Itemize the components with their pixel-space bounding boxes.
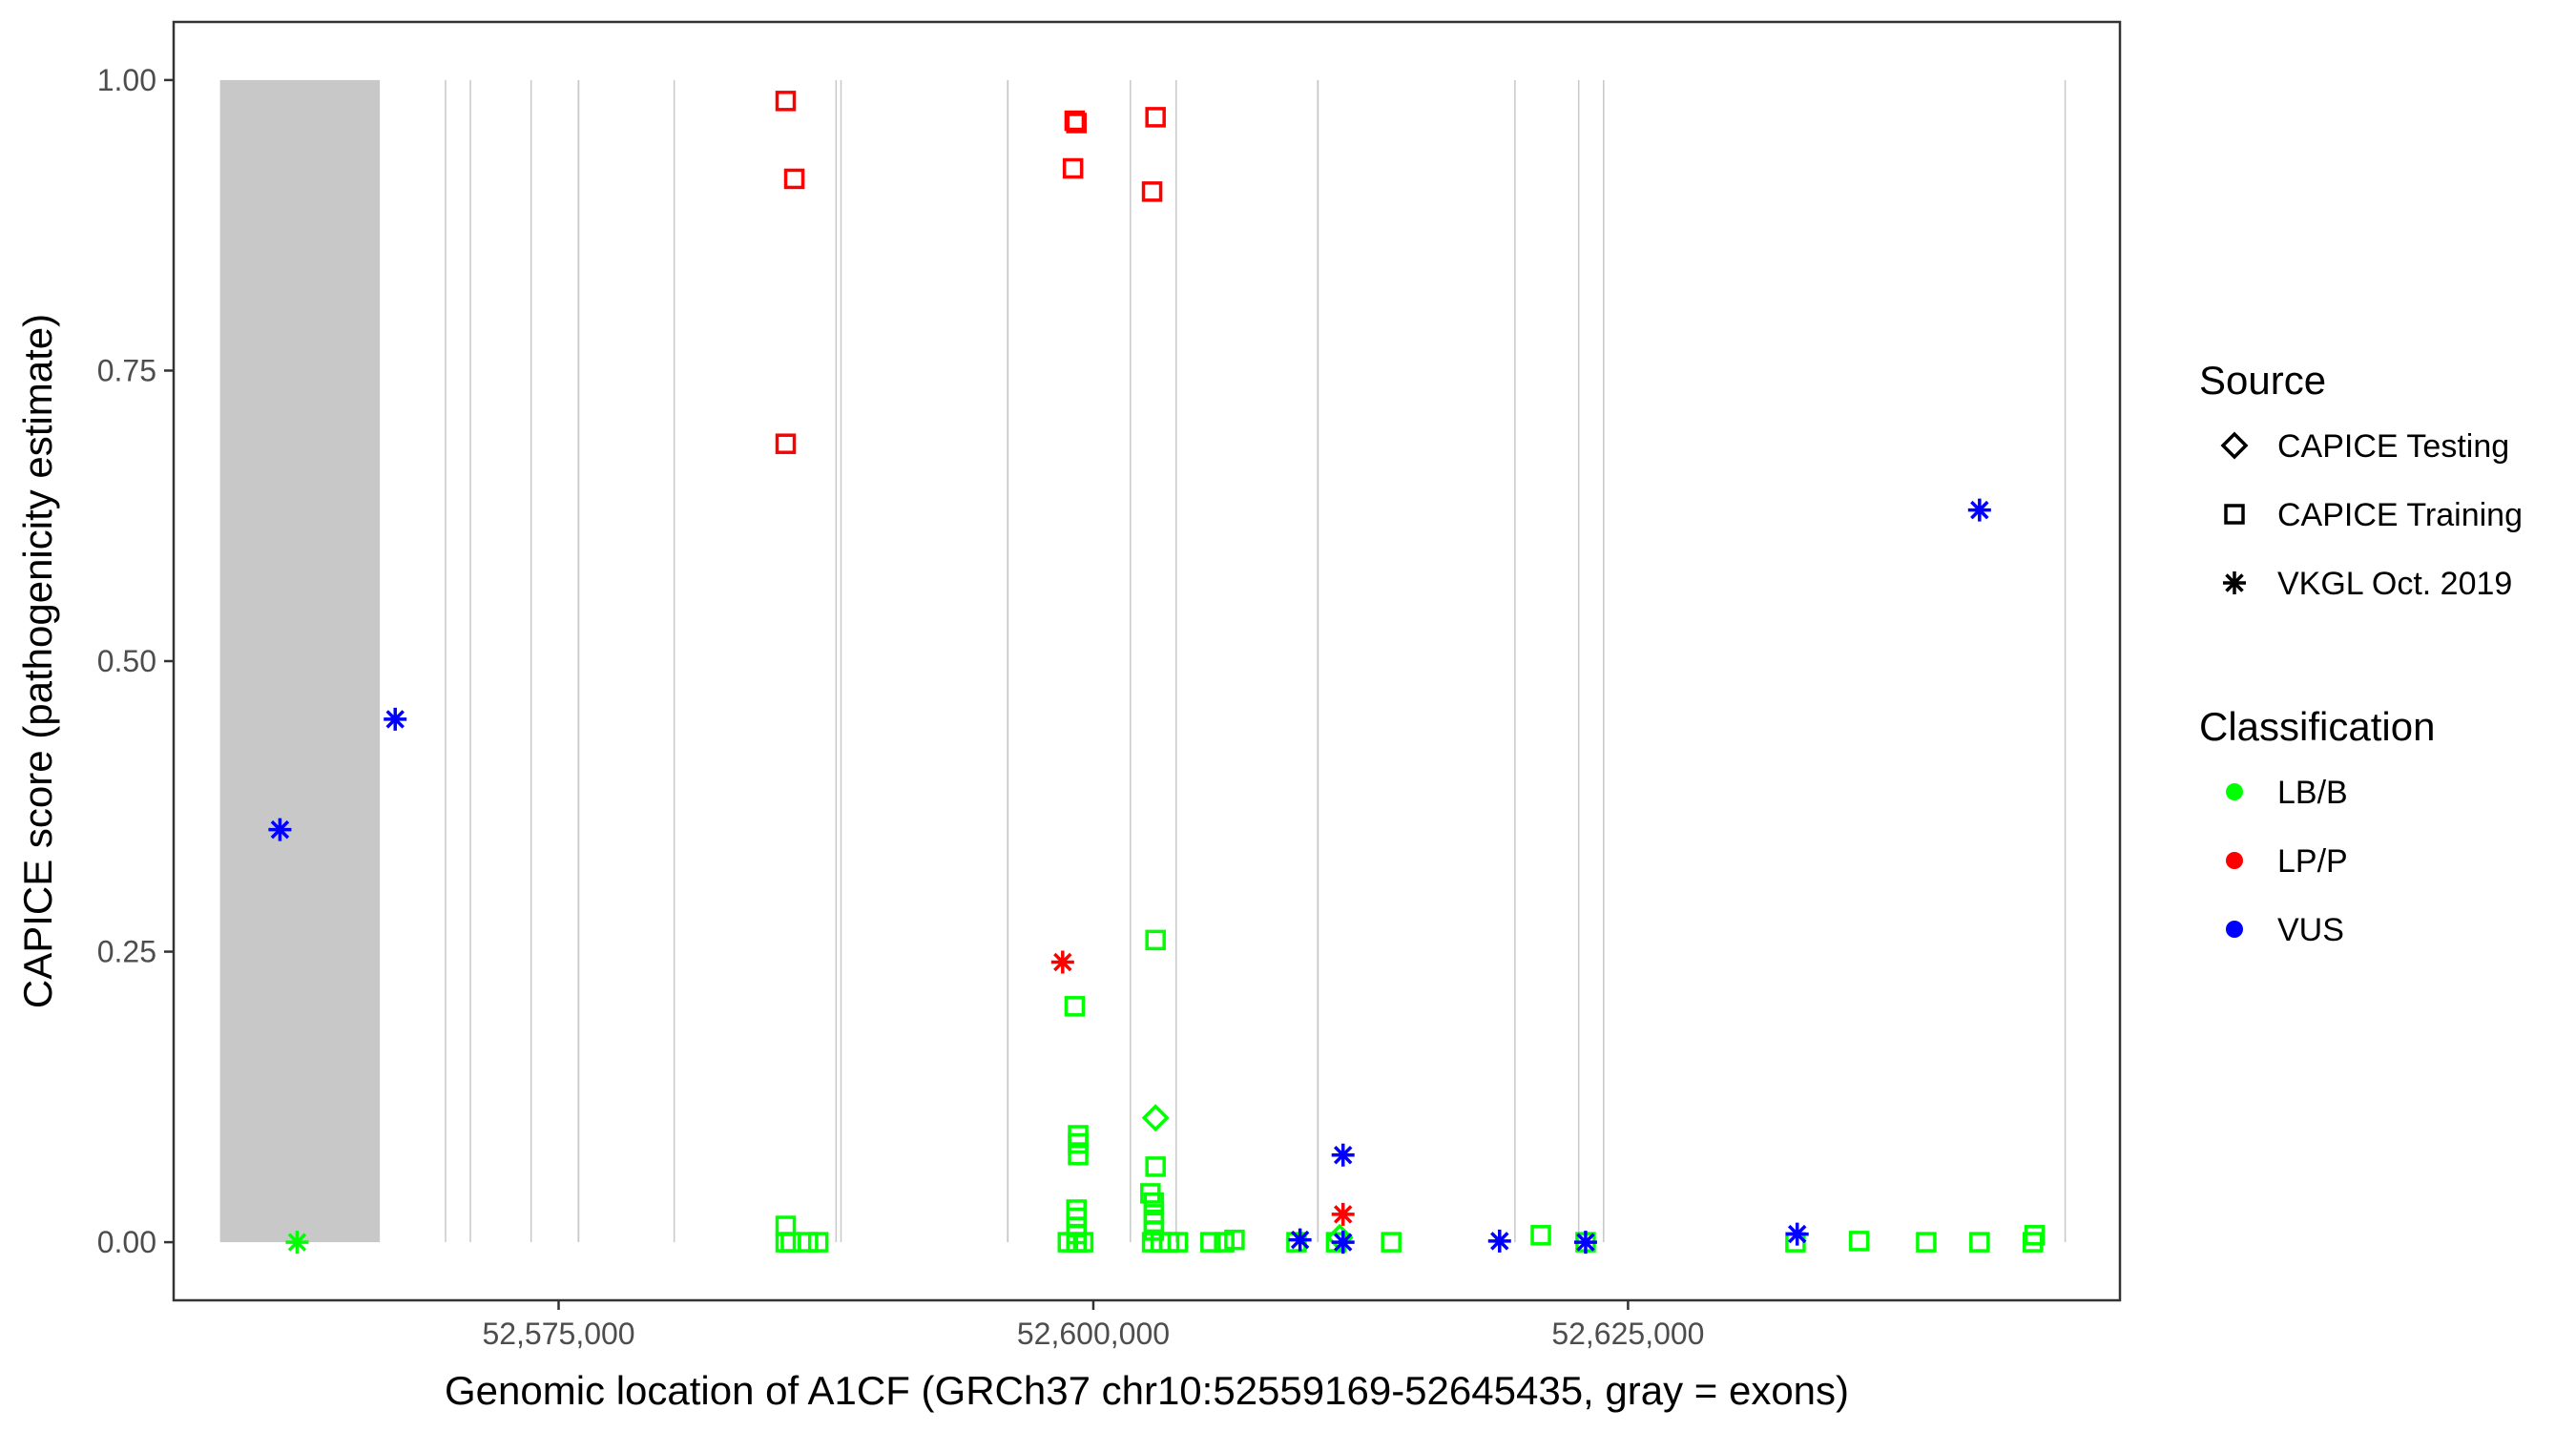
y-tick-label: 0.00	[97, 1225, 156, 1259]
x-tick-label: 52,625,000	[1551, 1317, 1704, 1351]
exon-band	[1514, 79, 1516, 1243]
plot-panel-border	[172, 20, 2122, 1302]
legend-key-dot-icon	[2226, 852, 2243, 869]
legend-class-label: VUS	[2277, 912, 2344, 948]
data-point	[1967, 498, 1991, 522]
y-axis-title: CAPICE score (pathogenicity estimate)	[15, 314, 60, 1008]
data-point	[1487, 1229, 1511, 1253]
data-point	[1143, 1220, 1165, 1241]
data-point	[1057, 1232, 1079, 1253]
data-point	[1145, 1156, 1166, 1177]
legend: Source CAPICE Testing CAPICE Training VKGL…	[2199, 358, 2523, 948]
data-point	[268, 818, 292, 841]
exon-band	[469, 79, 471, 1243]
exon-band	[835, 79, 838, 1243]
data-point	[1288, 1228, 1312, 1252]
data-point	[1145, 107, 1166, 128]
data-point	[807, 1232, 829, 1253]
legend-source-label: VKGL Oct. 2019	[2277, 566, 2512, 602]
legend-key-diamond-icon	[2220, 431, 2249, 460]
data-point	[1141, 1104, 1170, 1132]
exon-band	[1130, 79, 1132, 1243]
legend-source-title: Source	[2199, 358, 2326, 403]
exon-band	[673, 79, 675, 1243]
data-point	[1969, 1232, 1990, 1253]
data-point	[1068, 1144, 1089, 1166]
data-point	[1200, 1232, 1221, 1253]
data-point	[1785, 1222, 1809, 1246]
data-point	[1325, 1223, 1354, 1252]
data-point	[775, 433, 797, 454]
legend-source-label: CAPICE Testing	[2277, 428, 2509, 465]
data-point	[1064, 996, 1086, 1017]
data-point	[1530, 1225, 1551, 1246]
data-points	[268, 91, 2046, 1255]
data-point	[780, 1232, 801, 1253]
data-point	[1214, 1232, 1235, 1253]
data-point	[285, 1231, 309, 1255]
data-point	[775, 1215, 797, 1236]
exon-band	[840, 79, 842, 1243]
x-axis-title: Genomic location of A1CF (GRCh37 chr10:5…	[445, 1368, 1849, 1413]
exon-band	[1007, 79, 1009, 1243]
data-point	[775, 1232, 797, 1253]
exon-band	[1577, 79, 1580, 1243]
data-point	[775, 91, 797, 112]
data-point	[1050, 950, 1074, 974]
legend-classification-title: Classification	[2199, 704, 2435, 749]
exon-band	[2064, 79, 2067, 1243]
data-point	[1167, 1232, 1189, 1253]
exon-band	[1317, 79, 1319, 1243]
data-point	[1145, 929, 1166, 951]
data-point	[384, 707, 407, 731]
legend-key-asterisk-icon	[2223, 571, 2246, 594]
y-axis: 0.00 0.25 0.50 0.75 1.00	[97, 63, 174, 1259]
y-tick-label: 0.50	[97, 644, 156, 678]
data-point	[1381, 1232, 1402, 1253]
data-point	[1848, 1231, 1870, 1252]
data-point	[1286, 1232, 1307, 1253]
exon-band	[1603, 79, 1605, 1243]
exon-band	[530, 79, 532, 1243]
data-point	[1062, 157, 1084, 179]
legend-source-label: CAPICE Training	[2277, 497, 2523, 533]
x-tick-label: 52,575,000	[482, 1317, 634, 1351]
y-tick-label: 1.00	[97, 63, 156, 97]
data-point	[1066, 113, 1087, 134]
data-point	[1068, 1132, 1089, 1154]
data-point	[1143, 1192, 1165, 1213]
data-point	[1916, 1232, 1937, 1253]
exon-band	[219, 79, 381, 1243]
data-point	[1064, 110, 1086, 132]
x-tick-label: 52,600,000	[1017, 1317, 1170, 1351]
legend-class-label: LP/P	[2277, 843, 2348, 880]
legend-key-dot-icon	[2226, 783, 2243, 800]
data-point	[783, 168, 805, 190]
x-axis: 52,575,000 52,600,000 52,625,000	[482, 1300, 1704, 1351]
y-tick-label: 0.25	[97, 935, 156, 969]
exon-band	[445, 79, 447, 1243]
exon-band	[577, 79, 580, 1243]
exon-band	[1175, 79, 1177, 1243]
data-point	[1331, 1143, 1355, 1167]
data-point	[1331, 1231, 1355, 1255]
data-point	[1224, 1229, 1245, 1251]
data-point	[1141, 181, 1163, 202]
data-point	[1331, 1202, 1355, 1226]
legend-class-label: LB/B	[2277, 775, 2348, 811]
data-point	[798, 1232, 819, 1253]
legend-key-square-icon	[2224, 504, 2245, 525]
data-point	[1573, 1231, 1597, 1255]
legend-key-dot-icon	[2226, 921, 2243, 938]
data-point	[1072, 1232, 1094, 1253]
data-point	[2023, 1232, 2044, 1253]
exon-bands	[219, 79, 2067, 1243]
y-tick-label: 0.75	[97, 353, 156, 387]
